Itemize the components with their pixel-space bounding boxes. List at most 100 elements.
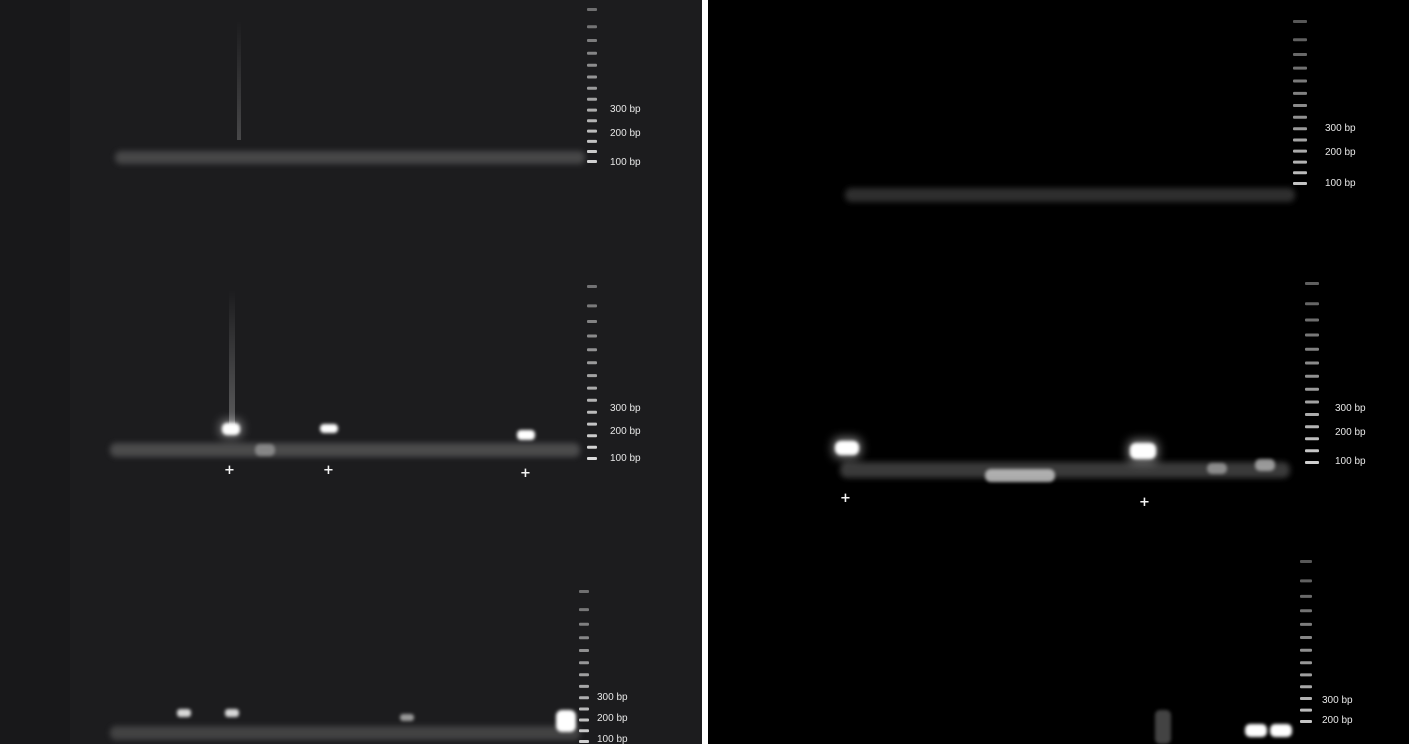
well-smear	[229, 290, 235, 425]
ladder-label-100: 100 bp	[1325, 178, 1356, 189]
ladder-lane	[1293, 20, 1307, 185]
ladder-rung	[1305, 347, 1319, 351]
ladder-rung	[1305, 333, 1319, 337]
ladder-rung	[1305, 282, 1319, 285]
pcr-product-band	[1270, 724, 1292, 737]
ladder-rung	[587, 304, 597, 308]
ladder-rung	[1300, 673, 1312, 677]
ladder-rung	[587, 63, 597, 67]
ladder-rung	[1305, 413, 1319, 416]
ladder-rung	[579, 636, 589, 640]
pcr-product-band	[1245, 724, 1267, 737]
ladder-rung	[1300, 648, 1312, 652]
ladder-label-200: 200 bp	[1322, 715, 1353, 726]
ladder-rung	[587, 75, 597, 79]
ladder-lane	[1305, 282, 1319, 464]
left-panel-edge-shadow	[0, 0, 70, 744]
ladder-rung	[587, 129, 597, 133]
ladder-rung	[587, 410, 597, 414]
right-gel-panel	[708, 0, 1409, 744]
ladder-rung	[587, 39, 597, 42]
ladder-rung	[587, 8, 597, 11]
ladder-label-200: 200 bp	[1335, 427, 1366, 438]
ladder-label-200: 200 bp	[597, 713, 628, 724]
left-gel-3: 300 bp 200 bp 100 bp	[110, 590, 628, 744]
ladder-label-300: 300 bp	[610, 104, 641, 115]
ladder-label-300: 300 bp	[1322, 695, 1353, 706]
ladder-label-100: 100 bp	[1335, 456, 1366, 467]
ladder-rung	[587, 97, 597, 101]
ladder-rung	[587, 374, 597, 378]
primer-dimer-band-row	[115, 151, 585, 164]
ladder-rung	[587, 285, 597, 288]
ladder-rung	[1305, 318, 1319, 322]
ladder-rung	[1300, 661, 1312, 665]
ladder-rung	[587, 434, 597, 438]
ladder-rung	[587, 139, 597, 143]
ladder-rung	[579, 718, 589, 722]
primer-dimer-band-row	[110, 726, 580, 740]
ladder-rung	[587, 398, 597, 402]
ladder-rung	[1293, 127, 1307, 131]
faint-band	[1155, 710, 1171, 744]
ladder-rung	[587, 386, 597, 390]
ladder-label-200: 200 bp	[610, 426, 641, 437]
ladder-label-300: 300 bp	[610, 403, 641, 414]
ladder-rung	[1293, 149, 1307, 153]
ladder-rung	[587, 422, 597, 426]
ladder-label-300: 300 bp	[1325, 123, 1356, 134]
pcr-product-band	[177, 709, 191, 717]
primer-dimer-band-row	[840, 462, 1290, 478]
ladder-rung	[587, 334, 597, 338]
ladder-rung	[587, 160, 597, 163]
ladder-rung	[579, 649, 589, 652]
ladder-rung	[587, 51, 597, 55]
faint-band	[1207, 463, 1227, 474]
ladder-rung	[1293, 115, 1307, 119]
ladder-rung	[1293, 38, 1307, 42]
right-gel-1: 300 bp 200 bp 100 bp	[845, 20, 1356, 202]
ladder-rung	[587, 108, 597, 112]
ladder-rung	[1305, 461, 1319, 464]
ladder-rung	[1293, 182, 1307, 185]
ladder-label-100: 100 bp	[597, 734, 628, 744]
ladder-rung	[1305, 425, 1319, 429]
ladder-label-200: 200 bp	[610, 128, 641, 139]
ladder-rung	[1300, 594, 1312, 598]
right-gel-3: 300 bp 200 bp	[1155, 560, 1353, 744]
ladder-rung	[1305, 387, 1319, 391]
ladder-rung	[579, 696, 589, 700]
ladder-label-100: 100 bp	[610, 453, 641, 464]
positive-mark: +	[1139, 495, 1150, 510]
pcr-product-band	[556, 710, 576, 732]
ladder-rung	[1293, 91, 1307, 95]
ladder-rung	[587, 25, 597, 29]
positive-mark: +	[224, 463, 235, 478]
primer-dimer-band-row	[110, 443, 580, 457]
ladder-rung	[579, 622, 589, 626]
ladder-rung	[579, 590, 589, 593]
ladder-rung	[1300, 622, 1312, 626]
ladder-rung	[1300, 685, 1312, 689]
ladder-rung	[1293, 104, 1307, 107]
faint-band	[400, 714, 414, 721]
ladder-rung	[1305, 437, 1319, 441]
ladder-rung	[1300, 708, 1312, 712]
ladder-rung	[587, 361, 597, 365]
left-gel-panel	[0, 0, 702, 744]
pcr-product-band	[320, 424, 338, 433]
ladder-rung	[1293, 20, 1307, 23]
ladder-rung	[1305, 302, 1319, 306]
ladder-rung	[579, 707, 589, 711]
left-gel-1: 300 bp 200 bp 100 bp	[115, 8, 641, 168]
ladder-rung	[1305, 374, 1319, 378]
pcr-product-band	[835, 441, 859, 455]
well-smear	[237, 20, 241, 140]
ladder-lane	[1300, 560, 1312, 723]
ladder-rung	[1305, 400, 1319, 404]
ladder-rung	[579, 673, 589, 677]
ladder-label-300: 300 bp	[597, 692, 628, 703]
ladder-lane	[587, 285, 597, 460]
ladder-rung	[579, 661, 589, 665]
